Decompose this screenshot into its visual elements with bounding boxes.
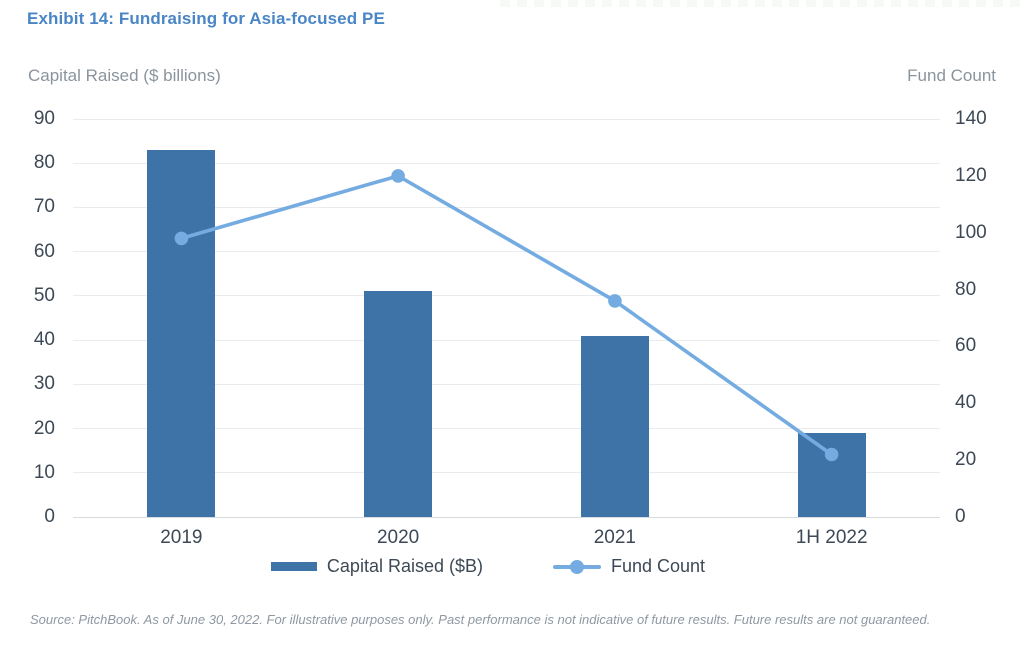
- x-axis-label-1h-2022: 1H 2022: [795, 527, 868, 548]
- x-axis-label-2021: 2021: [593, 527, 637, 548]
- gridline: [73, 206, 940, 208]
- left-axis-tick-label: 40: [33, 329, 55, 351]
- gridline: [73, 118, 940, 120]
- left-axis-tick-label: 60: [33, 240, 55, 262]
- bar-2021: [580, 335, 649, 517]
- legend-item-fund-count: Fund Count: [553, 556, 705, 577]
- bar-1h-2022: [797, 432, 866, 517]
- line-marker-2019: [174, 231, 189, 246]
- decorative-stripes: [500, 0, 1024, 7]
- right-axis-tick-label: 60: [955, 335, 977, 357]
- line-series-swatch: [553, 559, 601, 574]
- right-axis-tick-label: 100: [955, 221, 987, 243]
- legend-label-fund-count: Fund Count: [611, 556, 706, 576]
- legend-item-capital-raised: Capital Raised ($B): [270, 556, 483, 577]
- legend: Capital Raised ($B) Fund Count: [0, 556, 976, 577]
- line-marker-2020: [391, 169, 405, 183]
- right-axis-title: Fund Count: [907, 66, 996, 85]
- left-axis-tick-label: 20: [33, 417, 55, 439]
- right-axis-tick-label: 0: [955, 506, 966, 527]
- gridline: [73, 295, 940, 297]
- left-axis-tick-label: 0: [44, 506, 55, 527]
- chart-title: Exhibit 14: Fundraising for Asia-focused…: [27, 9, 385, 28]
- right-axis-tick-label: 80: [955, 278, 977, 300]
- gridline: [73, 472, 940, 474]
- line-path: [179, 173, 834, 457]
- gridline: [73, 162, 940, 164]
- x-axis-label-2020: 2020: [376, 527, 420, 548]
- right-axis-tick-label: 20: [955, 449, 977, 471]
- right-axis-tick-label: 140: [955, 108, 987, 129]
- line-marker-1h-2022: [824, 447, 839, 462]
- gridline: [73, 339, 940, 341]
- left-axis-tick-label: 50: [33, 284, 55, 306]
- x-axis-tick-labels: 2019 2020 2021 1H 2022: [73, 526, 940, 550]
- left-axis-tick-label: 30: [33, 373, 55, 395]
- right-axis-tick-label: 120: [955, 164, 987, 186]
- right-axis-tick-label: 40: [955, 392, 977, 414]
- left-axis-tick-label: 10: [33, 461, 55, 483]
- left-axis-tick-label: 70: [33, 196, 55, 218]
- legend-label-capital-raised: Capital Raised ($B): [326, 556, 483, 576]
- left-axis-title: Capital Raised ($ billions): [28, 66, 221, 85]
- left-axis-tick-labels: 0 10 20 30 40 50 60 70 80 90: [0, 108, 55, 527]
- bar-series-swatch: [270, 562, 317, 571]
- gridline: [73, 251, 940, 253]
- x-axis-label-2019: 2019: [160, 527, 203, 548]
- left-axis-tick-label: 90: [33, 108, 55, 129]
- left-axis-tick-label: 80: [33, 152, 55, 174]
- source-note: Source: PitchBook. As of June 30, 2022. …: [30, 612, 931, 627]
- line-marker-2021: [608, 294, 622, 308]
- bar-2020: [364, 291, 433, 517]
- gridline: [73, 428, 940, 430]
- fund-count-line: [174, 169, 839, 462]
- gridline: [73, 383, 940, 385]
- right-axis-tick-labels: 0 20 40 60 80 100 120 140: [955, 108, 1024, 527]
- bar-2019: [147, 149, 216, 517]
- plot-area: [73, 118, 940, 518]
- line-swatch-marker-icon: [570, 559, 584, 574]
- x-axis-baseline: [73, 516, 940, 518]
